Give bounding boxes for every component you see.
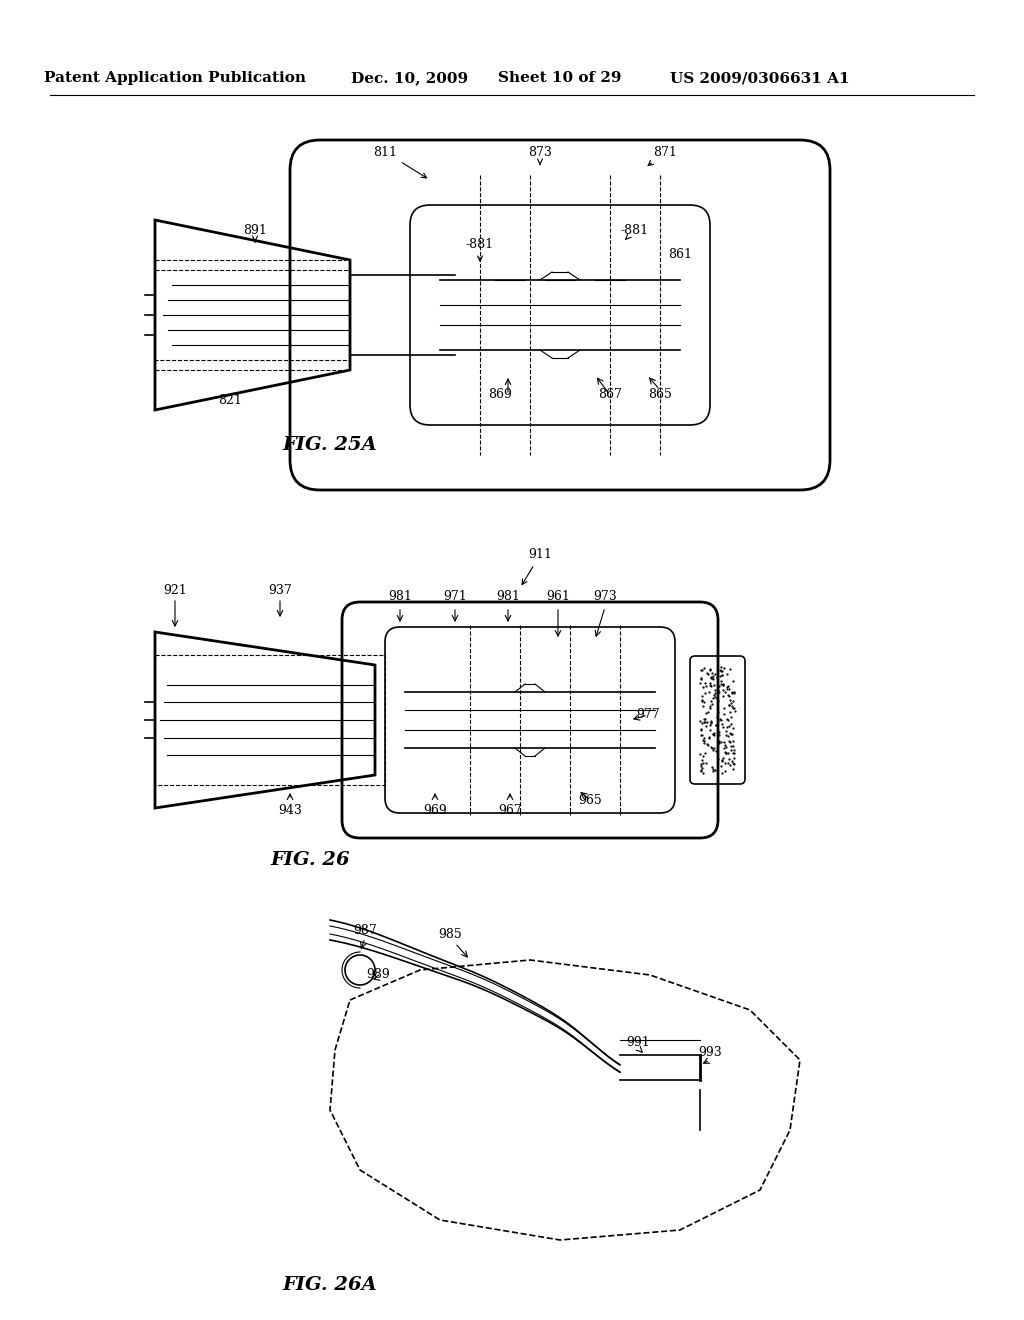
Text: 821: 821	[218, 393, 242, 407]
Text: 977: 977	[636, 709, 659, 722]
Text: 871: 871	[648, 145, 677, 165]
Text: 971: 971	[443, 590, 467, 603]
Text: 873: 873	[528, 145, 552, 164]
Text: 993: 993	[698, 1045, 722, 1059]
Text: FIG. 25A: FIG. 25A	[283, 436, 378, 454]
Text: Sheet 10 of 29: Sheet 10 of 29	[499, 71, 622, 84]
Text: 989: 989	[367, 969, 390, 982]
Bar	[155, 271, 350, 360]
Text: 961: 961	[546, 590, 570, 603]
Text: 937: 937	[268, 583, 292, 597]
Text: Patent Application Publication: Patent Application Publication	[44, 71, 306, 84]
Text: US 2009/0306631 A1: US 2009/0306631 A1	[670, 71, 850, 84]
Text: FIG. 26A: FIG. 26A	[283, 1276, 378, 1294]
Text: 987: 987	[353, 924, 377, 936]
Text: 861: 861	[668, 248, 692, 261]
Text: 891: 891	[243, 223, 267, 242]
Text: FIG. 26: FIG. 26	[270, 851, 350, 869]
Text: 943: 943	[279, 804, 302, 817]
Text: 981: 981	[496, 590, 520, 603]
Text: 973: 973	[593, 590, 616, 603]
Text: 965: 965	[579, 793, 602, 807]
Bar	[155, 655, 385, 785]
Text: 869: 869	[488, 388, 512, 401]
Text: -881: -881	[621, 223, 649, 239]
Text: -881: -881	[466, 239, 494, 261]
Text: Dec. 10, 2009: Dec. 10, 2009	[351, 71, 469, 84]
Text: 865: 865	[648, 388, 672, 401]
Text: 991: 991	[626, 1035, 650, 1048]
Text: 969: 969	[423, 804, 446, 817]
Text: 985: 985	[438, 928, 462, 941]
Text: 921: 921	[163, 583, 186, 597]
Text: 911: 911	[522, 549, 552, 585]
Text: 811: 811	[373, 145, 427, 178]
Text: 967: 967	[498, 804, 522, 817]
Text: 867: 867	[598, 388, 622, 401]
Text: 981: 981	[388, 590, 412, 603]
